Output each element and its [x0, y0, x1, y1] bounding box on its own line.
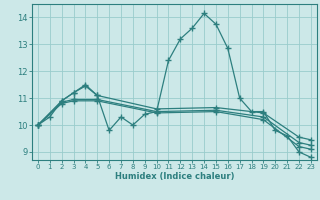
X-axis label: Humidex (Indice chaleur): Humidex (Indice chaleur): [115, 172, 234, 181]
